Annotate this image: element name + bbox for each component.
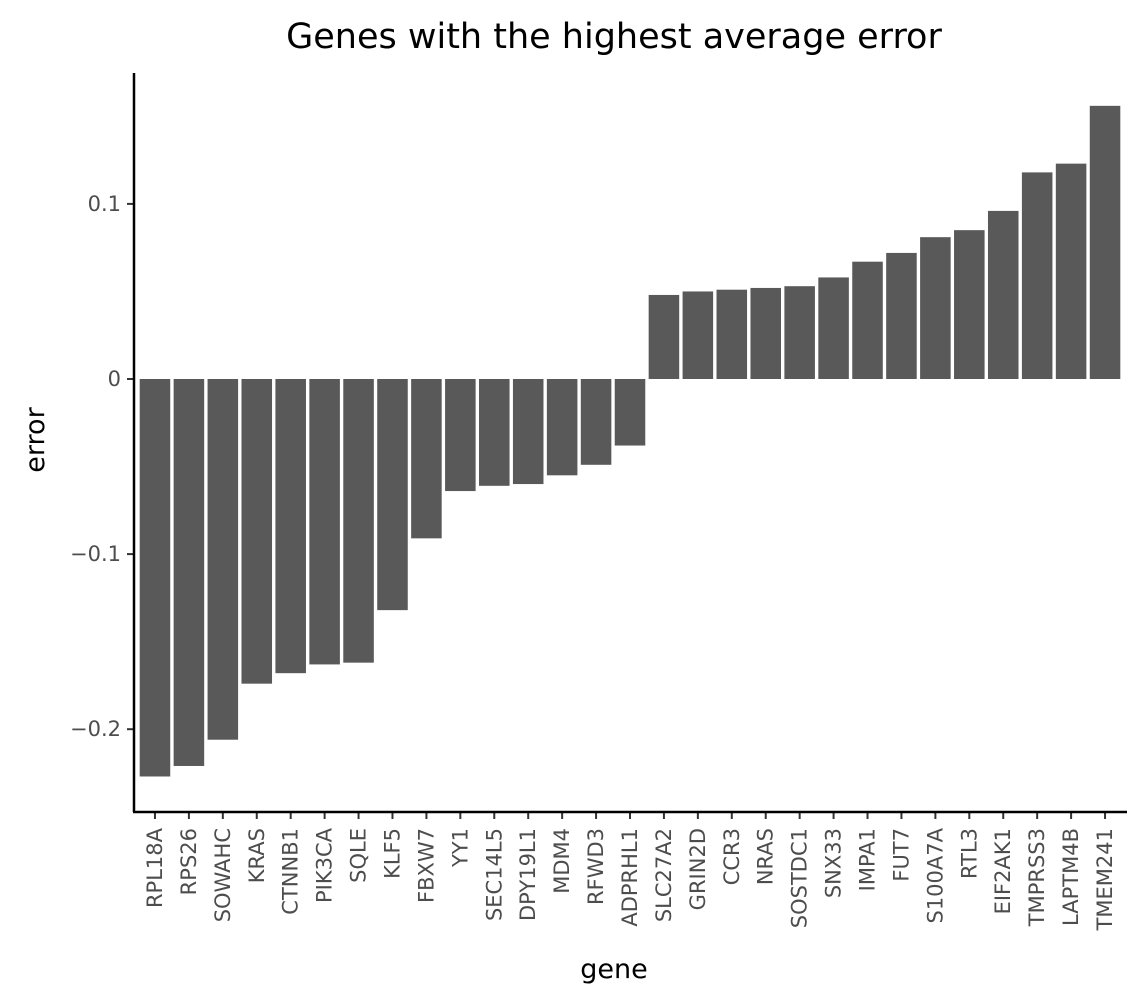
bar-ccr3 (716, 289, 748, 379)
y-tick-label: 0.1 (88, 192, 121, 216)
bar-kras (241, 379, 273, 684)
bar-nras (750, 287, 781, 379)
bar-sowahc (207, 379, 239, 740)
bar-slc27a2 (648, 294, 680, 379)
y-tick-label: 0 (108, 367, 121, 391)
bar-laptm4b (1055, 163, 1087, 379)
bar-impa1 (852, 261, 883, 379)
bar-tmem241 (1089, 105, 1121, 379)
x-tick-label: S100A7A (923, 827, 947, 923)
x-tick-label: MDM4 (550, 828, 574, 894)
y-tick-label: −0.2 (70, 717, 121, 741)
bar-snx33 (818, 277, 849, 379)
chart-title: Genes with the highest average error (286, 17, 942, 57)
x-tick-label: TMPRSS3 (1025, 828, 1049, 927)
x-tick-label: SOWAHC (211, 828, 235, 922)
y-axis: −0.2 −0.1 0 0.1 (70, 192, 134, 741)
bar-ctnnb1 (275, 379, 306, 674)
x-tick-label: GRIN2D (686, 828, 710, 910)
x-axis-title: gene (580, 954, 647, 985)
x-tick-label: ADPRHL1 (618, 828, 642, 927)
bar-dpy19l1 (512, 379, 544, 485)
x-tick-label: EIF2AK1 (991, 828, 1015, 914)
x-tick-label: PIK3CA (313, 827, 337, 903)
x-tick-label: RPL18A (143, 827, 167, 908)
bar-s100a7a (920, 237, 951, 379)
bar-rfwd3 (580, 379, 612, 465)
bar-pik3ca (309, 379, 340, 665)
bar-klf5 (377, 379, 408, 611)
x-tick-label: FBXW7 (414, 828, 438, 903)
bar-sqle (343, 379, 374, 663)
bar-fbxw7 (411, 379, 442, 539)
bar-mdm4 (546, 379, 578, 476)
x-tick-label: TMEM241 (1093, 828, 1117, 931)
x-tick-label: RFWD3 (584, 828, 608, 905)
bar-tmprss3 (1021, 172, 1053, 379)
bar-sostdc1 (784, 286, 815, 379)
x-tick-label: FUT7 (889, 828, 913, 882)
x-tick-label: LAPTM4B (1059, 828, 1083, 926)
bar-yy1 (445, 379, 476, 492)
y-tick-label: −0.1 (70, 542, 121, 566)
x-tick-label: DPY19L1 (516, 828, 540, 921)
x-tick-label: NRAS (754, 828, 778, 885)
x-tick-label: RPS26 (177, 828, 201, 895)
x-tick-label: KRAS (245, 828, 269, 883)
bar-sec14l5 (479, 379, 510, 486)
bar-grin2d (682, 291, 714, 379)
bar-rtl3 (954, 230, 985, 379)
x-tick-label: SEC14L5 (482, 828, 506, 921)
x-tick-label: IMPA1 (856, 828, 880, 891)
bar-rpl18a (139, 379, 171, 777)
x-tick-label: KLF5 (380, 828, 404, 879)
x-tick-label: YY1 (448, 828, 472, 868)
x-tick-label: CTNNB1 (279, 828, 303, 915)
y-axis-title: error (20, 406, 51, 472)
x-tick-label: SQLE (347, 828, 371, 883)
x-axis: RPL18A RPS26 SOWAHC KRAS CTNNB1 PIK3CA SQLE KLF… (143, 812, 1117, 931)
bar-eif2ak1 (987, 210, 1019, 379)
bars-group (139, 105, 1121, 777)
x-tick-label: SOSTDC1 (788, 828, 812, 928)
bar-rps26 (173, 379, 205, 766)
bar-fut7 (886, 252, 917, 379)
x-tick-label: SNX33 (822, 828, 846, 898)
bar-adprhl1 (614, 379, 646, 446)
x-tick-label: SLC27A2 (652, 828, 676, 922)
x-tick-label: RTL3 (957, 828, 981, 879)
x-tick-label: CCR3 (720, 828, 744, 885)
